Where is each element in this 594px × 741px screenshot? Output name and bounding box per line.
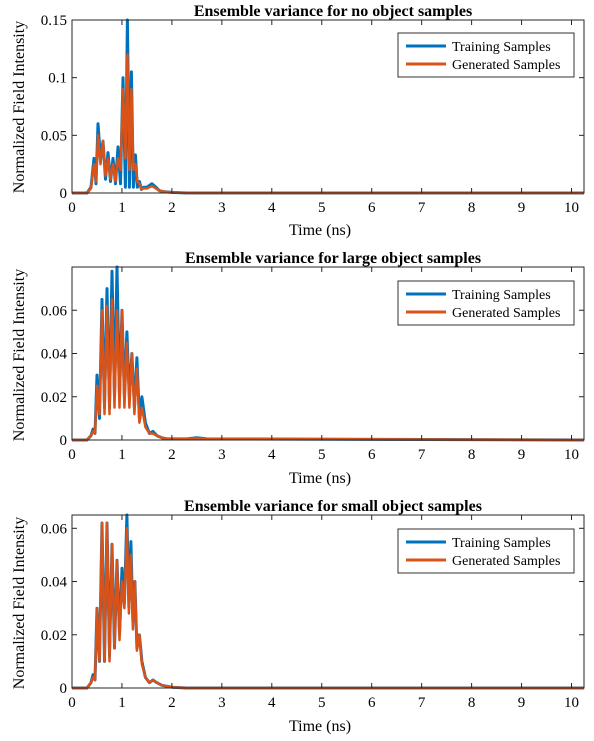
x-tick-label: 10	[564, 200, 579, 216]
series-line-generated	[72, 298, 585, 442]
x-tick-label: 8	[468, 695, 476, 711]
axes-box	[71, 514, 585, 689]
plot-area: 0 1 2 3 4 5 6 7 8 9 10 0 0.05 0.1 0.15	[41, 13, 585, 216]
legend-label-generated: Generated Samples	[452, 554, 560, 569]
x-tick-label: 6	[368, 695, 376, 711]
x-axis-label: Time (ns)	[289, 470, 351, 487]
x-axis-label: Time (ns)	[289, 222, 351, 239]
y-tick-label: 0.04	[41, 347, 68, 363]
x-tick-label: 1	[118, 695, 126, 711]
x-tick-label: 4	[268, 447, 276, 463]
legend: Training Samples Generated Samples	[397, 528, 575, 574]
x-tick-label: 9	[518, 200, 526, 216]
x-tick-label: 10	[564, 695, 579, 711]
y-tick-label: 0	[60, 433, 68, 449]
x-tick-label: 7	[418, 200, 426, 216]
x-tick-label: 4	[268, 695, 276, 711]
panel-large-object: Ensemble variance for large object sampl…	[11, 250, 585, 487]
y-tick-label: 0.04	[41, 575, 68, 591]
series-line-generated	[72, 53, 584, 195]
x-tick-label: 2	[168, 447, 176, 463]
legend-label-training: Training Samples	[452, 536, 551, 551]
panel-no-object: Ensemble variance for no object samples …	[11, 3, 585, 239]
y-tick-label: 0.15	[41, 13, 67, 29]
x-tick-label: 9	[518, 447, 526, 463]
x-tick-label: 10	[564, 447, 579, 463]
x-tick-label: 2	[168, 200, 176, 216]
x-tick-label: 4	[268, 200, 276, 216]
x-tick-label: 0	[68, 200, 76, 216]
y-axis-label: Normalized Field Intensity	[11, 21, 28, 193]
plot-area: 0 1 2 3 4 5 6 7 8 9 10 0 0.02 0.04 0.06	[41, 265, 585, 463]
x-tick-label: 0	[68, 695, 76, 711]
y-tick-label: 0.02	[41, 390, 67, 406]
legend-box	[397, 280, 575, 326]
panel-title: Ensemble variance for no object samples	[194, 3, 472, 20]
legend: Training Samples Generated Samples	[397, 32, 575, 78]
y-tick-label: 0.02	[41, 628, 67, 644]
panel-small-object: Ensemble variance for small object sampl…	[11, 498, 585, 735]
legend-label-generated: Generated Samples	[452, 306, 560, 321]
panel-title: Ensemble variance for large object sampl…	[185, 250, 481, 267]
x-tick-label: 3	[218, 695, 226, 711]
y-tick-label: 0.05	[41, 128, 67, 144]
legend: Training Samples Generated Samples	[397, 280, 575, 326]
x-tick-label: 3	[218, 200, 226, 216]
x-tick-label: 6	[368, 447, 376, 463]
plot-area: 0 1 2 3 4 5 6 7 8 9 10 0 0.02 0.04 0.06	[41, 513, 585, 711]
y-tick-label: 0	[60, 186, 68, 202]
x-tick-label: 7	[418, 695, 426, 711]
y-tick-label: 0.06	[41, 303, 68, 319]
x-tick-label: 8	[468, 447, 476, 463]
x-tick-label: 5	[318, 695, 326, 711]
y-tick-label: 0.06	[41, 521, 68, 537]
x-tick-label: 0	[68, 447, 76, 463]
series-line-generated	[72, 521, 584, 690]
x-tick-label: 1	[118, 447, 126, 463]
legend-label-training: Training Samples	[452, 40, 551, 55]
y-tick-label: 0	[60, 681, 68, 697]
x-tick-label: 6	[368, 200, 376, 216]
x-tick-label: 8	[468, 200, 476, 216]
legend-box	[397, 32, 575, 78]
x-axis-label: Time (ns)	[289, 718, 351, 735]
panel-title: Ensemble variance for small object sampl…	[184, 498, 482, 515]
legend-label-generated: Generated Samples	[452, 58, 560, 73]
y-axis-label: Normalized Field Intensity	[11, 269, 28, 441]
x-tick-label: 1	[118, 200, 126, 216]
x-tick-label: 3	[218, 447, 226, 463]
legend-box	[397, 528, 575, 574]
x-tick-label: 2	[168, 695, 176, 711]
legend-label-training: Training Samples	[452, 288, 551, 303]
y-tick-label: 0.1	[48, 71, 67, 87]
axes-box	[71, 19, 585, 194]
x-tick-label: 5	[318, 200, 326, 216]
x-tick-label: 7	[418, 447, 426, 463]
x-tick-label: 5	[318, 447, 326, 463]
x-tick-label: 9	[518, 695, 526, 711]
y-axis-label: Normalized Field Intensity	[11, 517, 28, 689]
